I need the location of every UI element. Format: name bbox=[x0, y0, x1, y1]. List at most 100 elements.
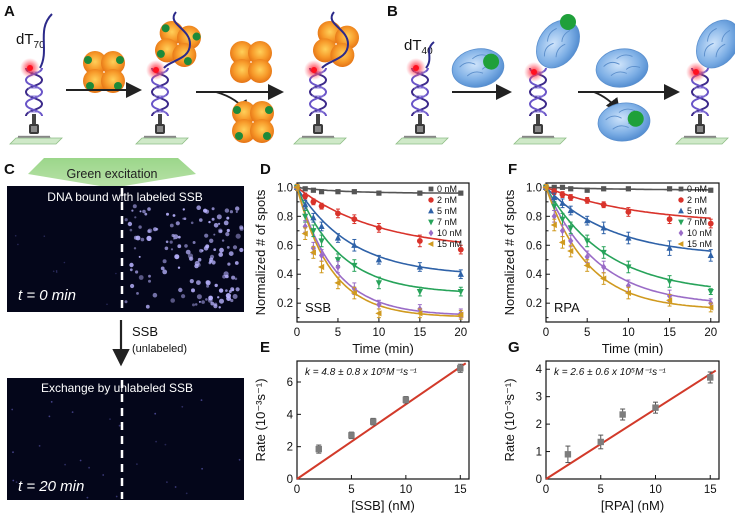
spot bbox=[12, 479, 15, 482]
data-point bbox=[351, 241, 358, 248]
data-point bbox=[666, 244, 673, 251]
data-point bbox=[348, 432, 355, 439]
spot bbox=[142, 209, 146, 214]
spot bbox=[214, 283, 218, 288]
spot bbox=[235, 287, 240, 292]
spot bbox=[118, 424, 121, 427]
spot bbox=[200, 399, 203, 401]
legend-marker bbox=[428, 219, 434, 226]
spot bbox=[52, 270, 55, 273]
spot bbox=[208, 220, 211, 224]
plot-frame bbox=[296, 182, 470, 323]
spot bbox=[187, 253, 194, 259]
spot bbox=[209, 257, 214, 262]
panel-c: C Green excitation DNA bound with labele… bbox=[4, 158, 244, 500]
spot bbox=[50, 401, 53, 403]
data-point bbox=[567, 206, 574, 214]
data-point bbox=[567, 247, 574, 255]
data-point bbox=[416, 238, 423, 244]
data-point bbox=[375, 310, 382, 317]
spot bbox=[194, 303, 198, 306]
spot bbox=[196, 280, 201, 285]
legend-marker bbox=[428, 229, 434, 237]
panel-label-e: E bbox=[260, 339, 270, 356]
spot bbox=[63, 261, 66, 264]
data-point bbox=[318, 203, 325, 210]
x-tick-label: 0 bbox=[543, 484, 549, 496]
panel-label-d: D bbox=[260, 161, 271, 178]
dna-construct-b1 bbox=[395, 41, 449, 145]
dna-construct-1 bbox=[9, 13, 63, 145]
data-point bbox=[351, 216, 358, 223]
fit-line bbox=[296, 362, 467, 480]
dna-construct-2 bbox=[135, 11, 204, 145]
data-point bbox=[708, 187, 714, 193]
data-point bbox=[666, 278, 673, 286]
data-point bbox=[457, 288, 464, 296]
spot bbox=[211, 207, 215, 211]
spot bbox=[147, 229, 151, 233]
spot bbox=[192, 241, 196, 244]
spot bbox=[153, 227, 158, 232]
x-tick-label: 15 bbox=[413, 327, 426, 339]
data-point bbox=[666, 186, 673, 192]
y-axis-label: Rate (10⁻³s⁻¹) bbox=[502, 378, 517, 461]
data-point bbox=[584, 197, 591, 204]
dna-construct-b2 bbox=[513, 11, 589, 145]
spot bbox=[152, 292, 158, 298]
data-point bbox=[601, 186, 607, 192]
spot bbox=[171, 233, 175, 238]
x-tick-label: 5 bbox=[584, 327, 590, 339]
data-point bbox=[370, 418, 377, 425]
data-point bbox=[309, 249, 316, 256]
spot bbox=[129, 262, 134, 268]
spot bbox=[182, 217, 185, 220]
spot bbox=[129, 268, 133, 272]
y-tick-label: 0.8 bbox=[526, 211, 542, 223]
y-tick-label: 2 bbox=[287, 442, 293, 454]
panel-label-a: A bbox=[4, 3, 15, 20]
legend-marker bbox=[678, 219, 684, 226]
data-point bbox=[551, 212, 557, 220]
spot bbox=[127, 221, 133, 227]
spot bbox=[172, 214, 176, 217]
spot bbox=[191, 288, 195, 293]
panel-label-c: C bbox=[4, 161, 15, 178]
x-axis-label: Time (min) bbox=[352, 341, 414, 356]
spot bbox=[181, 405, 184, 408]
spot bbox=[230, 298, 234, 303]
exchange-label: SSB bbox=[132, 324, 158, 339]
spot bbox=[196, 205, 201, 210]
data-point bbox=[625, 234, 632, 241]
legend-entry: 5 nM bbox=[437, 206, 457, 216]
spot bbox=[198, 300, 201, 303]
data-point bbox=[310, 228, 317, 235]
data-point bbox=[376, 224, 382, 231]
chart-panel-f: 0 5 10 15 20 0.2 0.4 0.6 0.8 1.0 Time (min) Normali… bbox=[502, 182, 720, 356]
data-point bbox=[457, 311, 464, 318]
data-point bbox=[568, 237, 574, 245]
rate-constant-annotation: k = 4.8 ± 0.8 x 10⁵M⁻¹s⁻¹ bbox=[305, 367, 417, 378]
spot bbox=[190, 221, 194, 225]
spot bbox=[177, 235, 181, 239]
data-point bbox=[417, 190, 423, 196]
spot bbox=[217, 296, 220, 299]
spot bbox=[169, 240, 173, 244]
x-tick-label: 10 bbox=[649, 484, 662, 496]
spot bbox=[15, 481, 18, 483]
spot bbox=[211, 217, 215, 221]
data-point bbox=[707, 220, 714, 227]
spot bbox=[185, 492, 188, 495]
spot bbox=[165, 240, 169, 244]
data-point bbox=[457, 270, 464, 277]
spot bbox=[208, 261, 212, 265]
data-point bbox=[334, 279, 341, 287]
spot bbox=[201, 467, 204, 470]
spot bbox=[144, 212, 148, 216]
y-axis-label: Rate (10⁻³s⁻¹) bbox=[253, 378, 268, 461]
data-point bbox=[564, 451, 572, 458]
data-point bbox=[600, 224, 607, 231]
y-tick-label: 4 bbox=[287, 409, 294, 421]
spot bbox=[213, 233, 216, 236]
spot bbox=[134, 216, 137, 219]
